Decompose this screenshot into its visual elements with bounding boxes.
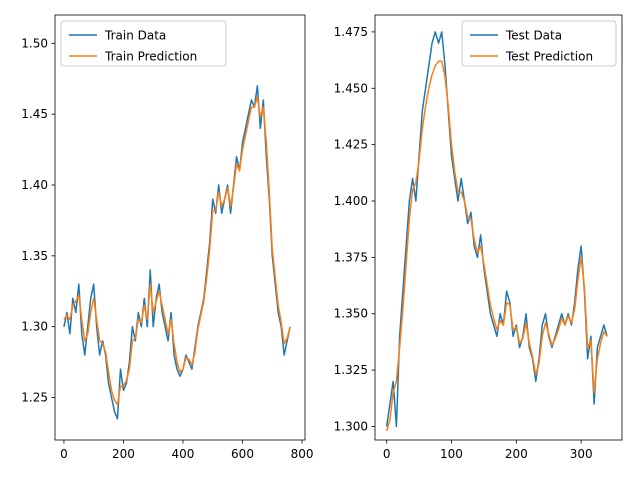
test-y-tick-label: 1.300 [334, 419, 368, 433]
test-legend: Test Data Test Prediction [461, 20, 617, 67]
train-y-tick-label: 1.30 [21, 320, 48, 334]
test-y-tick-label: 1.350 [334, 307, 368, 321]
train-x-tick-label: 800 [291, 447, 314, 461]
test-y-tick-label: 1.400 [334, 194, 368, 208]
test-x-tick-label: 100 [440, 447, 463, 461]
test-legend-box [461, 20, 617, 67]
train-legend-box [60, 20, 227, 67]
test-x-tick-label: 200 [505, 447, 528, 461]
test-plot-area [375, 15, 622, 440]
train-y-tick-label: 1.25 [21, 391, 48, 405]
train-y-tick-label: 1.50 [21, 36, 48, 50]
train-x-tick-label: 400 [172, 447, 195, 461]
train-plot-area [55, 15, 305, 440]
train-legend-label-prediction: Train Prediction [104, 50, 197, 64]
test-x-tick-label: 300 [570, 447, 593, 461]
train-legend-label-data: Train Data [104, 29, 166, 43]
test-y-tick-label: 1.475 [334, 25, 368, 39]
train-legend: Train Data Train Prediction [60, 20, 227, 67]
test-y-tick-label: 1.375 [334, 250, 368, 264]
test-legend-label-prediction: Test Prediction [505, 50, 593, 64]
right-chart-test: 0 100 200 300 1.300 1.325 1.350 1.375 1.400 1.425… [334, 14, 623, 461]
train-x-tick-label: 200 [112, 447, 135, 461]
test-axes-frame [374, 14, 623, 441]
test-y-tick-label: 1.450 [334, 81, 368, 95]
left-chart-train: 0 200 400 600 800 1.25 1.30 1.35 1.40 1.45 1.50 Tra… [21, 14, 314, 461]
train-series-line-data [63, 85, 291, 420]
train-y-tick-label: 1.35 [21, 249, 48, 263]
train-y-tick-label: 1.40 [21, 178, 48, 192]
train-axes-frame [54, 14, 306, 441]
train-x-tick-label: 0 [60, 447, 68, 461]
test-y-tick-label: 1.325 [334, 363, 368, 377]
test-series-line-prediction [385, 60, 608, 432]
test-y-tick-label: 1.425 [334, 138, 368, 152]
test-legend-label-data: Test Data [505, 29, 562, 43]
train-y-tick-label: 1.45 [21, 107, 48, 121]
train-series-line-prediction [63, 96, 291, 406]
test-x-tick-label: 0 [383, 447, 391, 461]
train-x-tick-label: 600 [231, 447, 254, 461]
